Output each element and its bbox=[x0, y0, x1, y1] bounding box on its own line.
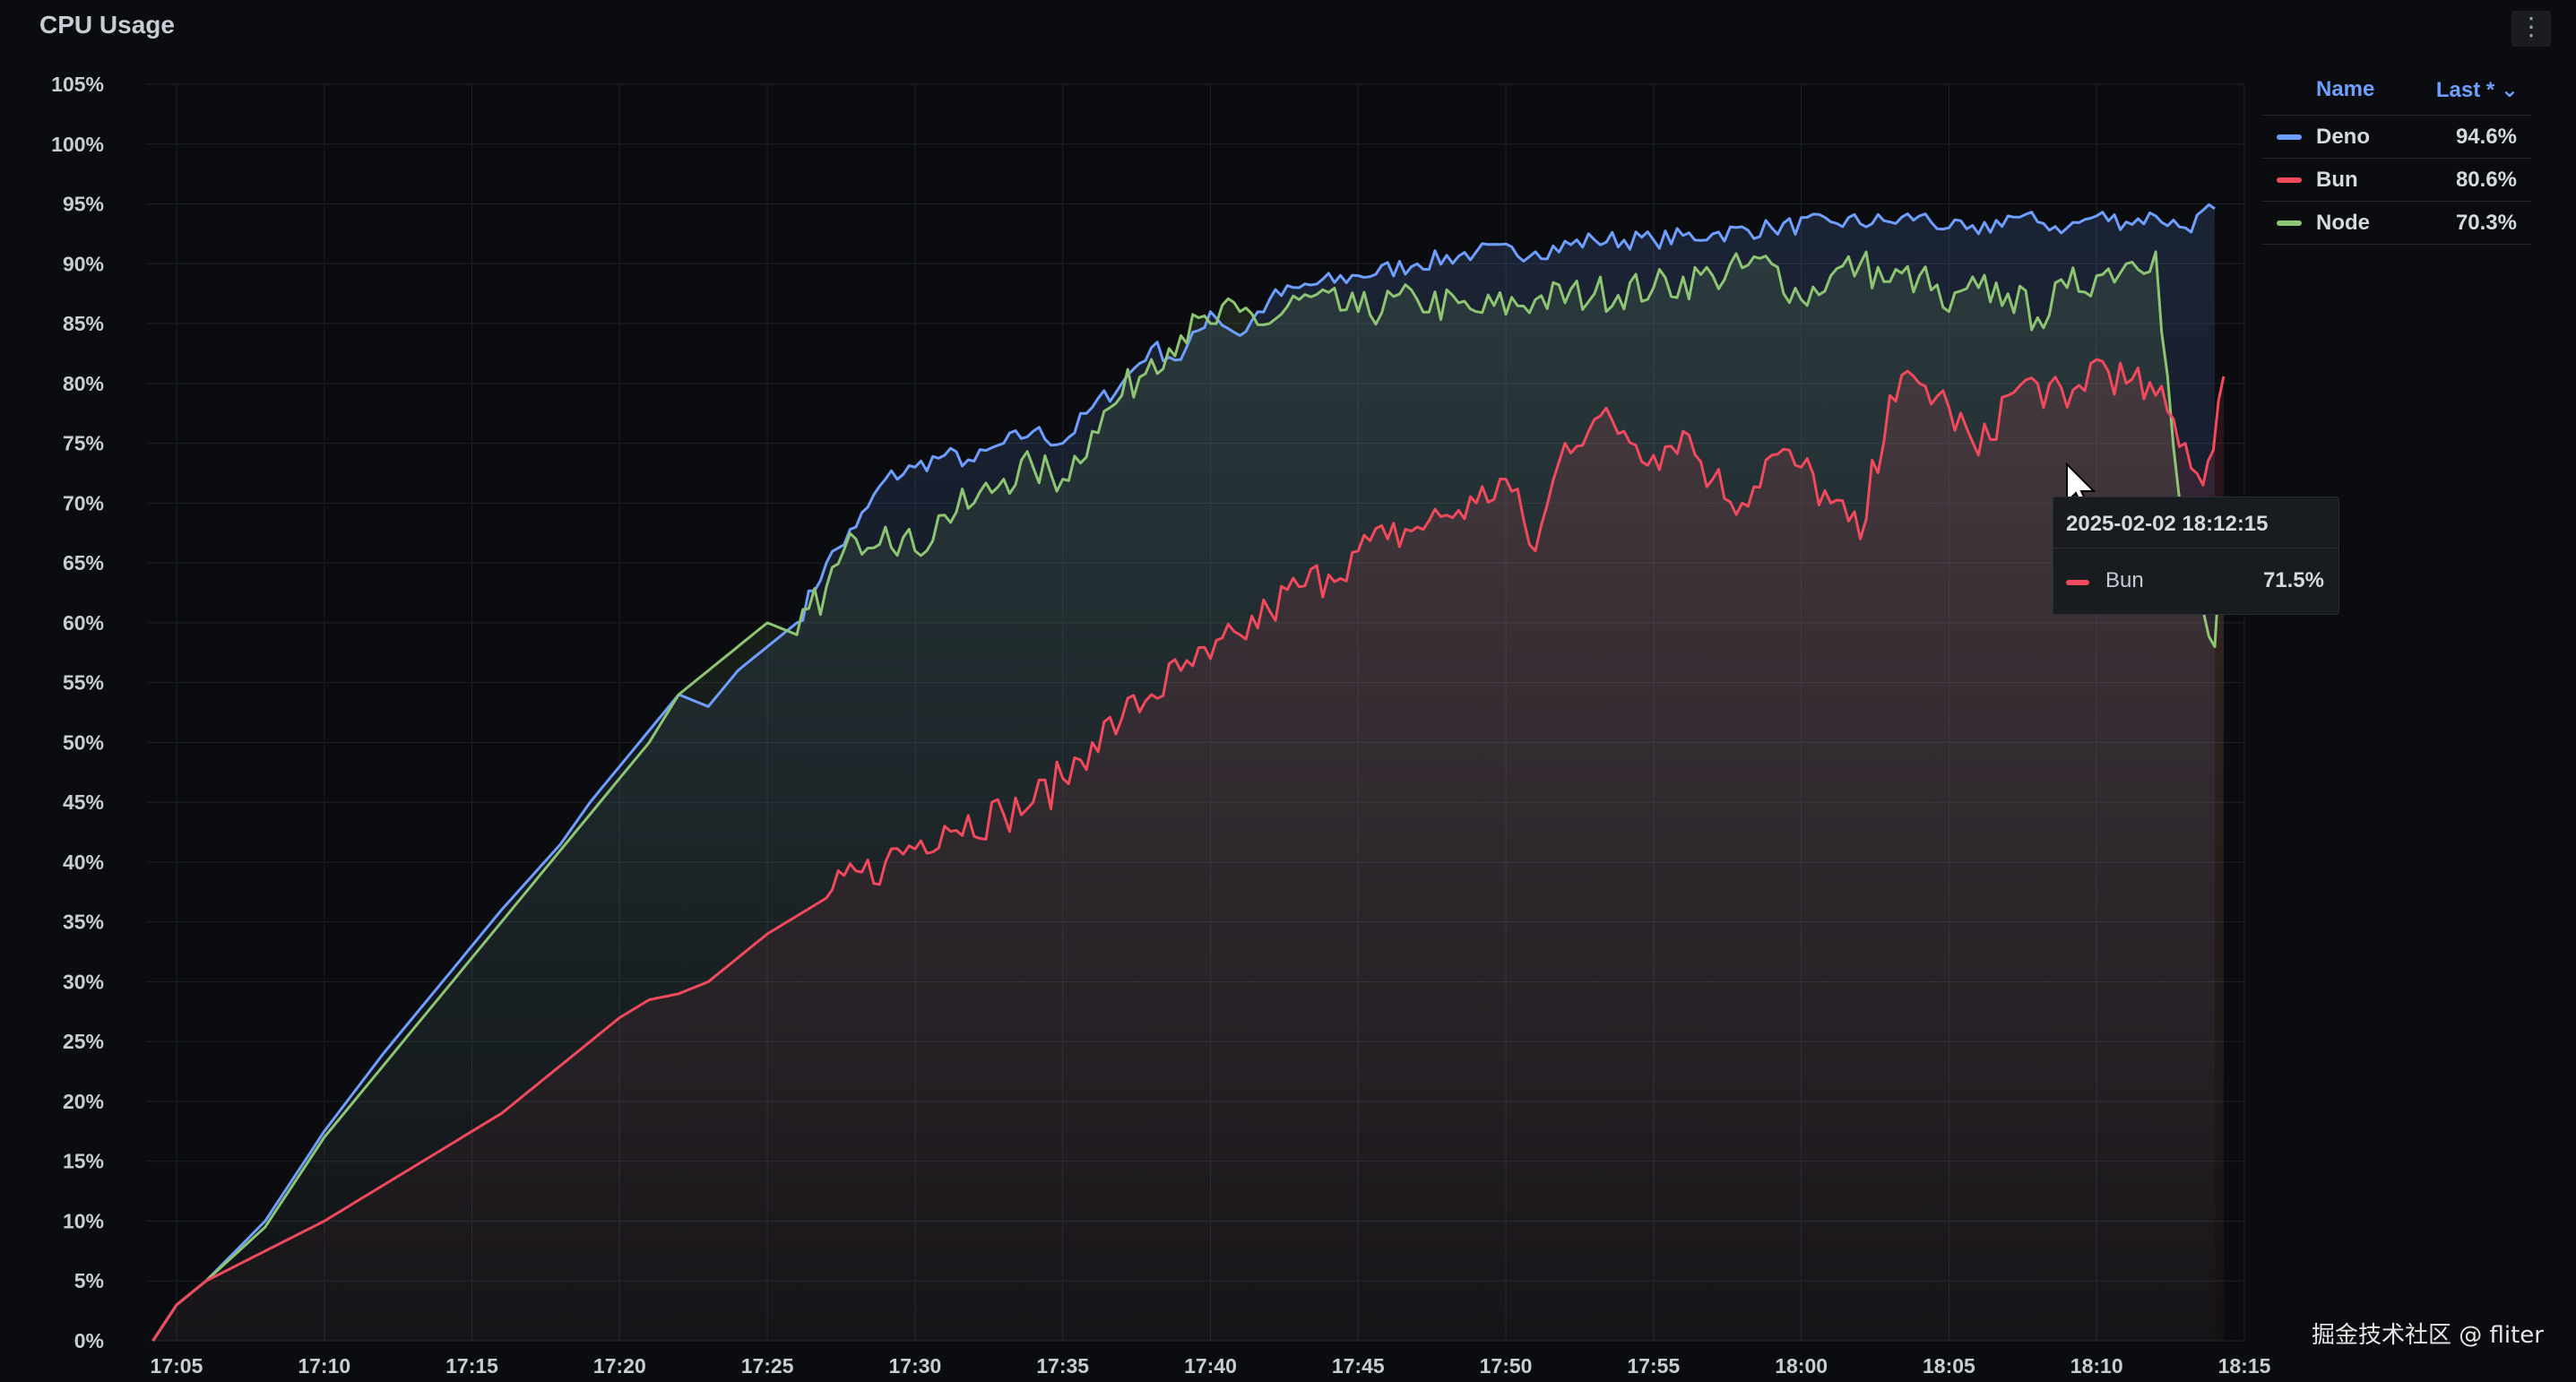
x-tick-label: 17:25 bbox=[741, 1354, 794, 1378]
y-tick-label: 75% bbox=[63, 432, 104, 455]
x-tick-label: 17:35 bbox=[1036, 1354, 1089, 1378]
series-line-bun bbox=[151, 358, 2226, 1342]
legend-item-label: Bun bbox=[2316, 168, 2358, 192]
x-tick-label: 17:55 bbox=[1627, 1354, 1680, 1378]
y-tick-label: 55% bbox=[63, 671, 104, 695]
y-axis-ticks: 0% 5% 10% 15% 20% 25% 30% 35% 40% 45% 50% 55% 60% 65%… bbox=[51, 73, 104, 1352]
y-tick-label: 105% bbox=[51, 73, 104, 96]
legend: Name Last * ⌄ Deno 94.6% Bun 80.6% Node … bbox=[2262, 66, 2531, 245]
legend-item-bun[interactable]: Bun 80.6% bbox=[2262, 159, 2531, 202]
watermark: 掘金技术社区 @ fliter bbox=[2311, 1322, 2544, 1349]
legend-swatch bbox=[2277, 134, 2302, 140]
kebab-menu-icon[interactable]: ⋮ bbox=[2511, 11, 2551, 47]
x-tick-label: 17:15 bbox=[445, 1354, 498, 1378]
y-tick-label: 65% bbox=[63, 551, 104, 574]
y-tick-label: 20% bbox=[63, 1090, 104, 1113]
x-axis-ticks: 17:05 17:10 17:15 17:20 17:25 17:30 17:35 17:40… bbox=[151, 1354, 2271, 1378]
legend-item-node[interactable]: Node 70.3% bbox=[2262, 202, 2531, 245]
y-tick-label: 0% bbox=[74, 1329, 104, 1352]
tooltip-value: 71.5% bbox=[2262, 568, 2324, 592]
legend-last-sort-header[interactable]: Last * ⌄ bbox=[2435, 78, 2519, 102]
series-area-bun bbox=[152, 359, 2224, 1342]
y-tick-label: 35% bbox=[63, 911, 104, 934]
tooltip-timestamp: 2025-02-02 18:12:15 bbox=[2066, 512, 2269, 536]
legend-name-header[interactable]: Name bbox=[2316, 77, 2375, 101]
y-tick-label: 5% bbox=[74, 1269, 104, 1292]
y-tick-label: 85% bbox=[63, 312, 104, 335]
hover-tooltip: 2025-02-02 18:12:15 Bun 71.5% bbox=[2053, 497, 2339, 615]
legend-swatch bbox=[2277, 220, 2302, 226]
y-tick-label: 40% bbox=[63, 851, 104, 874]
x-tick-label: 18:15 bbox=[2218, 1354, 2271, 1378]
legend-item-deno[interactable]: Deno 94.6% bbox=[2262, 116, 2531, 159]
series-lines bbox=[151, 203, 2226, 1342]
x-tick-label: 17:40 bbox=[1184, 1354, 1237, 1378]
panel-title: CPU Usage bbox=[39, 11, 175, 39]
x-tick-label: 17:10 bbox=[298, 1354, 350, 1378]
x-tick-label: 17:05 bbox=[151, 1354, 203, 1378]
x-tick-label: 17:30 bbox=[888, 1354, 941, 1378]
legend-header: Name Last * ⌄ bbox=[2262, 66, 2531, 116]
y-tick-label: 25% bbox=[63, 1030, 104, 1053]
y-tick-label: 80% bbox=[63, 372, 104, 395]
y-tick-label: 60% bbox=[63, 611, 104, 635]
legend-item-value: 70.3% bbox=[2455, 211, 2517, 235]
tooltip-series-name: Bun bbox=[2105, 568, 2144, 592]
y-tick-label: 95% bbox=[63, 193, 104, 216]
y-tick-label: 90% bbox=[63, 252, 104, 275]
y-tick-label: 30% bbox=[63, 970, 104, 993]
y-tick-label: 45% bbox=[63, 790, 104, 814]
series-areas bbox=[152, 204, 2224, 1342]
x-tick-label: 18:00 bbox=[1775, 1354, 1828, 1378]
tooltip-swatch bbox=[2066, 580, 2089, 585]
y-tick-label: 50% bbox=[63, 730, 104, 754]
x-tick-label: 18:05 bbox=[1923, 1354, 1975, 1378]
y-tick-label: 100% bbox=[51, 133, 104, 156]
x-tick-label: 17:50 bbox=[1480, 1354, 1533, 1378]
x-tick-label: 17:45 bbox=[1332, 1354, 1385, 1378]
legend-item-value: 80.6% bbox=[2455, 168, 2517, 192]
legend-item-label: Deno bbox=[2316, 125, 2370, 149]
y-tick-label: 10% bbox=[63, 1209, 104, 1232]
y-tick-label: 15% bbox=[63, 1150, 104, 1173]
series-line-deno bbox=[151, 203, 2216, 1342]
y-tick-label: 70% bbox=[63, 491, 104, 514]
legend-swatch bbox=[2277, 177, 2302, 183]
x-tick-label: 17:20 bbox=[593, 1354, 646, 1378]
legend-item-value: 94.6% bbox=[2455, 125, 2517, 149]
legend-item-label: Node bbox=[2316, 211, 2370, 235]
x-tick-label: 18:10 bbox=[2070, 1354, 2123, 1378]
series-line-node bbox=[151, 250, 2226, 1342]
